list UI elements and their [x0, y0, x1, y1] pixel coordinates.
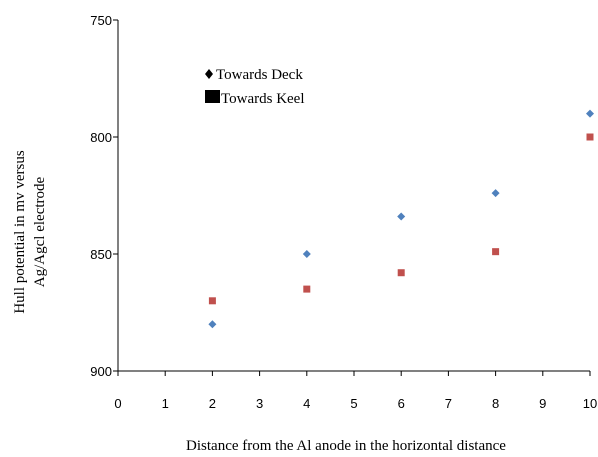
- legend-diamond-marker: [205, 69, 213, 79]
- y-tick-label: 750: [90, 13, 112, 28]
- x-ticks: 0 1 2 3 4 5 6 7 8 9 10: [114, 371, 597, 411]
- data-point-deck: [302, 250, 311, 258]
- data-point-keel: [492, 248, 500, 256]
- data-point-deck: [491, 189, 500, 198]
- x-axis-title: Distance from the Al anode in the horizo…: [186, 438, 506, 454]
- y-ticks: 750 800 850 900: [90, 13, 118, 379]
- x-tick-label: 0: [114, 396, 121, 411]
- y-tick-label: 900: [90, 364, 112, 379]
- data-point-deck: [586, 109, 594, 118]
- legend-item-keel: Towards Keel: [205, 90, 305, 107]
- y-tick-label: 850: [90, 247, 112, 262]
- legend-square-marker: [205, 90, 220, 103]
- y-axis-title-line-2: Ag/Agcl electrode: [32, 176, 48, 287]
- y-tick-label: 800: [90, 130, 112, 145]
- y-axis-title: Hull potential in mv versus Ag/Agcl elec…: [12, 150, 48, 313]
- data-point-keel: [303, 285, 311, 293]
- x-tick-label: 10: [583, 396, 597, 411]
- data-point-keel: [397, 269, 405, 277]
- y-axis-title-line-1: Hull potential in mv versus: [12, 150, 28, 313]
- data-point-keel: [586, 133, 594, 141]
- data-point-deck: [397, 212, 406, 221]
- x-tick-label: 2: [209, 396, 216, 411]
- legend-item-deck: Towards Deck: [205, 67, 303, 83]
- legend-label-deck: Towards Deck: [216, 67, 303, 83]
- x-tick-label: 5: [350, 396, 357, 411]
- x-tick-label: 7: [445, 396, 452, 411]
- data-points: [208, 109, 594, 329]
- data-point-keel: [208, 297, 216, 305]
- data-point-deck: [208, 320, 217, 329]
- legend: Towards Deck Towards Keel: [205, 67, 305, 107]
- x-tick-label: 9: [539, 396, 546, 411]
- x-tick-label: 3: [256, 396, 263, 411]
- legend-label-keel: Towards Keel: [221, 91, 305, 107]
- x-tick-label: 6: [398, 396, 405, 411]
- axes: [117, 20, 590, 372]
- x-tick-label: 8: [492, 396, 499, 411]
- x-tick-label: 4: [303, 396, 310, 411]
- x-tick-label: 1: [162, 396, 169, 411]
